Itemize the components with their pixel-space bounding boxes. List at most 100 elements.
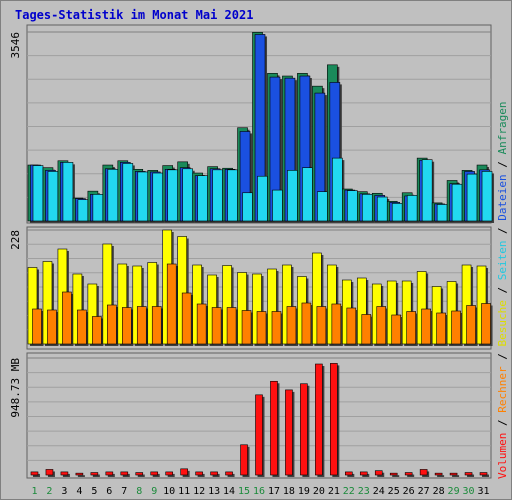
legend-item: Seiten [496, 241, 509, 287]
x-tick-label-17: 17 [268, 486, 280, 497]
bar-seiten-31 [481, 171, 493, 222]
legend: Volumen / Rechner / Besuche / Seiten / D… [496, 101, 509, 479]
bar-shadow [137, 474, 145, 477]
bar-seiten-14 [227, 169, 238, 222]
max-label-top: 3546 [9, 32, 22, 59]
x-tick-label-21: 21 [328, 486, 340, 497]
chart-title: Tages-Statistik im Monat Mai 2021 [15, 8, 254, 22]
bar-seiten-16 [257, 175, 268, 222]
bar-seiten-5 [92, 194, 104, 222]
x-tick-label-20: 20 [313, 486, 325, 497]
bar-rechner-11 [181, 292, 192, 345]
x-tick-label-5: 5 [91, 486, 97, 497]
bar-shadow [92, 474, 100, 477]
bar-shadow [107, 473, 115, 477]
bar-volumen-20 [315, 363, 323, 476]
bar-seiten-4 [77, 199, 89, 222]
bar-seiten-11 [182, 168, 193, 222]
bar-volumen-4 [75, 472, 84, 476]
bar-seiten-25 [391, 203, 403, 222]
bar-seiten-1 [32, 165, 44, 222]
bar-rechner-31 [481, 303, 491, 345]
bar-seiten-26 [406, 195, 418, 222]
legend-item: Rechner [496, 366, 509, 419]
x-tick-label-13: 13 [208, 486, 220, 497]
bar-volumen-5 [90, 472, 99, 476]
legend-item: Anfragen [496, 101, 509, 161]
x-tick-label-15: 15 [238, 486, 250, 497]
x-tick-label-2: 2 [46, 486, 52, 497]
bar-seiten-9 [152, 172, 164, 222]
bar-seiten-27 [421, 159, 433, 222]
bar-volumen-9 [150, 471, 159, 476]
x-tick-label-22: 22 [343, 486, 355, 497]
bar-volumen-19 [300, 383, 308, 476]
bar-rechner-17 [271, 311, 282, 345]
legend-item: / [496, 419, 509, 432]
x-tick-label-11: 11 [178, 486, 190, 497]
bar-seiten-28 [436, 204, 448, 222]
bar-seiten-21 [332, 157, 343, 222]
bar-rechner-23 [361, 314, 372, 345]
bar-rechner-29 [451, 310, 461, 345]
x-tick-label-12: 12 [193, 486, 205, 497]
bar-volumen-12 [195, 471, 203, 476]
bar-seiten-10 [167, 169, 179, 222]
bar-rechner-15 [241, 310, 252, 345]
max-label-middle: 228 [9, 230, 22, 250]
x-tick-label-25: 25 [388, 486, 400, 497]
bar-rechner-5 [92, 316, 102, 345]
bar-rechner-14 [226, 307, 237, 345]
bar-rechner-2 [47, 309, 57, 345]
bar-volumen-10 [165, 471, 173, 476]
x-tick-label-4: 4 [76, 486, 82, 497]
bar-rechner-13 [211, 307, 222, 345]
bar-shadow [437, 475, 445, 477]
bar-rechner-24 [376, 306, 387, 345]
bar-seiten-18 [287, 170, 298, 222]
x-tick-label-14: 14 [223, 486, 235, 497]
bar-seiten-22 [347, 190, 358, 222]
bar-volumen-27 [419, 469, 428, 476]
bar-volumen-28 [434, 472, 443, 476]
legend-item: / [496, 287, 509, 300]
x-tick-label-28: 28 [433, 486, 445, 497]
bar-seiten-8 [137, 171, 149, 222]
bar-volumen-31 [479, 472, 488, 476]
bar-rechner-9 [151, 306, 162, 345]
x-tick-label-16: 16 [253, 486, 265, 497]
bar-volumen-1 [30, 471, 39, 476]
bar-seiten-29 [451, 183, 463, 222]
x-tick-label-7: 7 [121, 486, 127, 497]
bar-shadow [452, 475, 460, 477]
bar-shadow [407, 474, 415, 477]
max-label-bottom: 948.73 MB [9, 358, 22, 418]
x-tick-label-6: 6 [106, 486, 112, 497]
bar-seiten-3 [62, 162, 74, 222]
bar-rechner-25 [391, 314, 402, 345]
bar-shadow [392, 475, 400, 477]
bar-seiten-23 [361, 194, 373, 222]
bar-seiten-20 [317, 191, 328, 222]
bar-shadow [362, 473, 370, 477]
bar-shadow [347, 473, 355, 477]
bar-volumen-3 [60, 471, 69, 476]
bar-seiten-17 [272, 189, 283, 222]
bar-rechner-3 [62, 291, 72, 345]
x-tick-label-10: 10 [163, 486, 175, 497]
x-tick-label-3: 3 [61, 486, 67, 497]
bar-volumen-18 [285, 389, 293, 476]
bar-volumen-17 [270, 380, 278, 476]
x-tick-label-31: 31 [477, 486, 489, 497]
bar-rechner-7 [122, 307, 132, 345]
bar-volumen-26 [404, 472, 413, 476]
bar-seiten-7 [122, 163, 134, 222]
bar-shadow [62, 473, 70, 477]
legend-item: / [496, 227, 509, 240]
bar-rechner-8 [136, 306, 147, 345]
x-tick-label-26: 26 [403, 486, 415, 497]
bar-rechner-1 [32, 308, 42, 345]
bar-volumen-16 [255, 394, 263, 476]
x-tick-label-8: 8 [136, 486, 142, 497]
